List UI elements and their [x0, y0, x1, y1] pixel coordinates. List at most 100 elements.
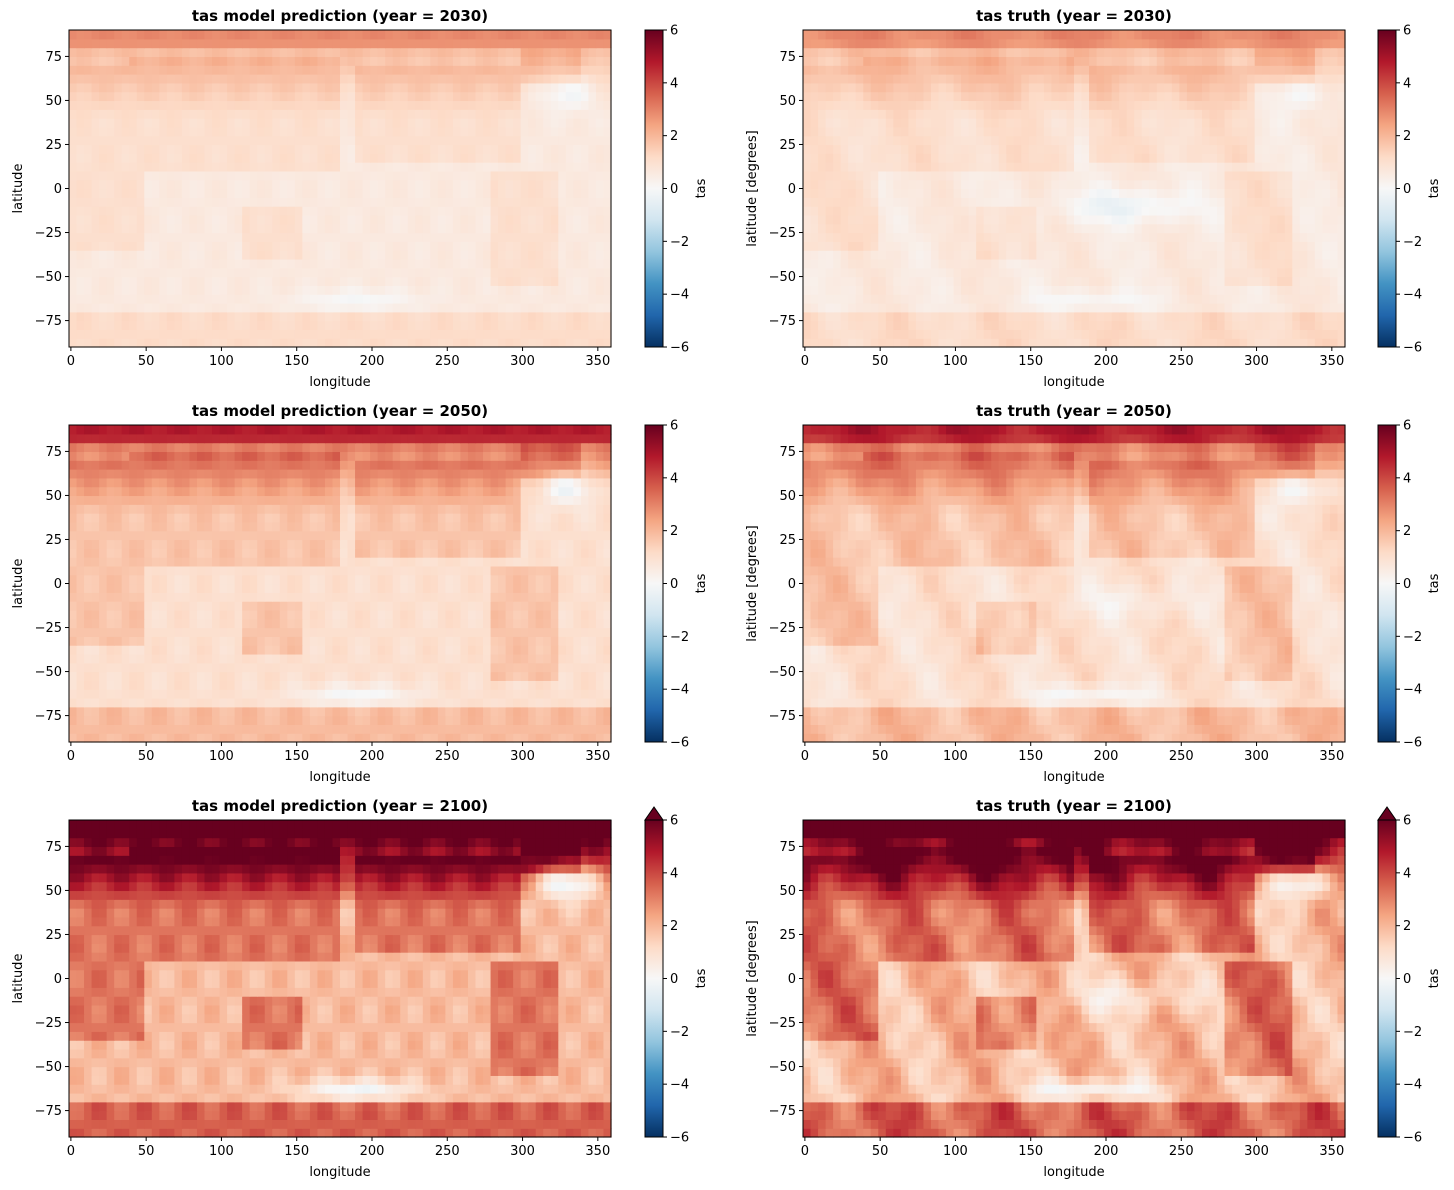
heatmap-cell [983, 276, 992, 286]
heatmap-cell [938, 91, 947, 102]
heatmap-cell [840, 206, 849, 216]
heatmap-cell [923, 188, 932, 198]
heatmap-cell [1171, 100, 1180, 110]
heatmap-cell [565, 30, 574, 40]
heatmap-cell [603, 329, 612, 339]
heatmap-cell [317, 170, 326, 181]
heatmap-cell [498, 118, 507, 128]
heatmap-cell [543, 197, 552, 207]
heatmap-cell [445, 100, 454, 110]
heatmap-cell [332, 241, 341, 251]
heatmap-cell [196, 267, 206, 278]
heatmap-cell [870, 109, 879, 119]
heatmap-cell [1074, 153, 1083, 163]
heatmap-cell [1081, 223, 1090, 234]
heatmap-cell [69, 302, 78, 313]
heatmap-cell [234, 118, 243, 128]
heatmap-cell [998, 109, 1007, 119]
heatmap-cell [347, 197, 356, 207]
heatmap-cell [573, 170, 582, 181]
heatmap-cell [121, 302, 130, 313]
heatmap-cell [1051, 214, 1060, 225]
heatmap-cell [279, 302, 288, 313]
heatmap-cell [1232, 74, 1241, 84]
heatmap-cell [490, 162, 499, 172]
heatmap-cell [1277, 232, 1286, 242]
heatmap-cell [144, 338, 153, 348]
heatmap-cell [565, 311, 574, 322]
heatmap-cell [219, 311, 228, 322]
heatmap-cell [400, 100, 409, 110]
heatmap-cell [272, 179, 281, 190]
heatmap-cell [1066, 294, 1075, 304]
heatmap-cell [136, 311, 145, 322]
heatmap-cell [1299, 223, 1308, 234]
heatmap-cell [1104, 258, 1113, 269]
heatmap-cell [588, 223, 597, 234]
heatmap-cell [1277, 311, 1286, 322]
heatmap-cell [1134, 285, 1143, 295]
colorbar-label: tas [694, 178, 709, 198]
heatmap-cell [930, 223, 940, 234]
heatmap-cell [121, 126, 130, 137]
heatmap-cell [930, 197, 940, 207]
heatmap-cell [355, 311, 364, 322]
heatmap-cell [309, 135, 319, 146]
heatmap-cell [1141, 170, 1150, 181]
heatmap-cell [1156, 153, 1165, 163]
heatmap-cell [355, 232, 364, 242]
heatmap-cell [908, 179, 917, 190]
heatmap-cell [452, 162, 462, 172]
heatmap-cell [1043, 74, 1053, 84]
heatmap-cell [1209, 153, 1218, 163]
heatmap-cell [174, 188, 183, 198]
heatmap-cell [1043, 267, 1053, 278]
heatmap-cell [1224, 65, 1233, 75]
heatmap-cell [1051, 65, 1060, 75]
heatmap-cell [151, 214, 160, 225]
heatmap-cell [900, 276, 909, 286]
heatmap-cell [833, 197, 842, 207]
heatmap-cell [505, 179, 514, 190]
heatmap-cell [1262, 100, 1271, 110]
heatmap-cell [84, 214, 93, 225]
heatmap-cell [460, 285, 469, 295]
heatmap-cell [505, 338, 514, 348]
heatmap-cell [1036, 109, 1045, 119]
heatmap-cell [513, 223, 522, 234]
heatmap-cell [309, 329, 319, 339]
heatmap-cell [1028, 74, 1037, 84]
heatmap-cell [855, 258, 864, 269]
heatmap-cell [249, 232, 258, 242]
heatmap-cell [264, 338, 273, 348]
heatmap-cell [1269, 126, 1278, 137]
heatmap-cell [460, 338, 469, 348]
heatmap-cell [1104, 109, 1113, 119]
heatmap-cell [840, 311, 849, 322]
heatmap-cell [595, 329, 605, 339]
heatmap-cell [317, 188, 326, 198]
heatmap-cell [392, 170, 401, 181]
heatmap-cell [565, 91, 574, 102]
heatmap-cell [159, 82, 168, 93]
heatmap-cell [513, 329, 522, 339]
heatmap-cell [257, 329, 266, 339]
heatmap-cell [825, 285, 834, 295]
heatmap-cell [833, 82, 842, 93]
heatmap-cell [580, 338, 590, 348]
heatmap-cell [249, 338, 258, 348]
heatmap-cell [129, 206, 138, 216]
heatmap-cell [1217, 188, 1226, 198]
heatmap-cell [1269, 65, 1278, 75]
heatmap-cell [565, 74, 574, 84]
heatmap-cell [279, 285, 288, 295]
heatmap-cell [1036, 144, 1045, 154]
heatmap-cell [430, 311, 439, 322]
heatmap-cell [467, 47, 477, 58]
heatmap-cell [324, 91, 334, 102]
heatmap-cell [415, 329, 424, 339]
heatmap-cell [99, 188, 108, 198]
heatmap-cell [264, 179, 273, 190]
heatmap-cell [1269, 258, 1278, 269]
heatmap-cell [1179, 241, 1188, 251]
